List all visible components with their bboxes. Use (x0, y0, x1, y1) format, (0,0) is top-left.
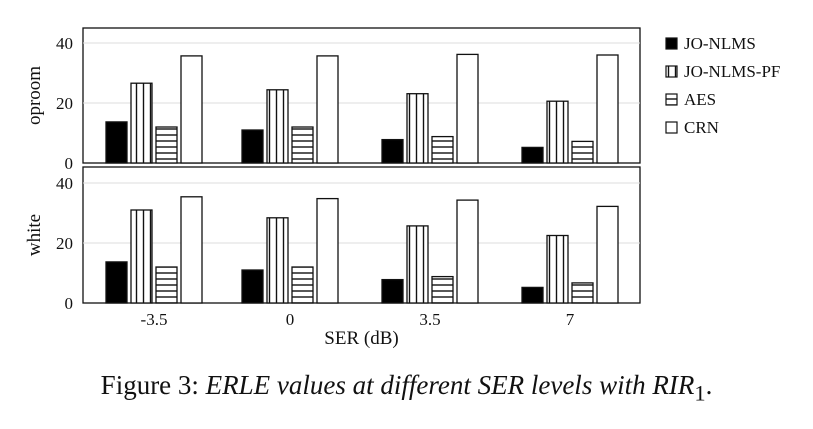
figure-caption: Figure 3: ERLE values at different SER l… (0, 370, 813, 406)
caption-text: ERLE values at different SER levels with… (205, 370, 695, 400)
legend-swatch (665, 37, 678, 50)
legend-swatch (665, 65, 678, 78)
y-tick-label: 20 (56, 94, 73, 113)
y-tick-label: 40 (56, 34, 73, 53)
bar-jo-nlms-pf-3.5 (406, 225, 429, 304)
bar-aes--3.5 (155, 266, 178, 304)
legend-label: JO-NLMS-PF (684, 62, 780, 81)
bar-jo-nlms-pf--3.5 (130, 209, 153, 304)
legend-swatch (665, 121, 678, 134)
bar-aes-3.5 (431, 275, 454, 304)
legend-label: CRN (684, 118, 719, 137)
y-axis-label: oproom (24, 66, 45, 125)
caption-prefix: Figure 3: (100, 370, 206, 400)
bar-jo-nlms-7 (521, 146, 544, 164)
y-tick-label: 40 (56, 174, 73, 193)
bar-jo-nlms-7 (521, 286, 544, 304)
bar-crn--3.5 (180, 196, 203, 304)
y-tick-label: 0 (65, 294, 74, 313)
bar-jo-nlms-pf-0 (266, 217, 289, 304)
bar-crn-7 (596, 205, 619, 304)
erle-bar-chart: 0 20 40 oproom 0 20 40 white -3.5 0 3.5 7 SER (dB) J… (24, 27, 780, 349)
bar-jo-nlms-0 (241, 129, 264, 164)
legend-label: AES (684, 90, 716, 109)
bar-aes-3.5 (431, 135, 454, 164)
x-tick-label: 7 (566, 310, 575, 329)
caption-suffix: . (705, 370, 713, 400)
bar-jo-nlms-pf-7 (546, 234, 569, 304)
bar-jo-nlms-3.5 (381, 278, 404, 304)
bar-crn-0 (316, 55, 339, 164)
bar-jo-nlms-pf-3.5 (406, 93, 429, 164)
bar-aes-7 (571, 140, 594, 164)
bar-crn-7 (596, 54, 619, 164)
y-tick-label: 20 (56, 234, 73, 253)
bar-crn-3.5 (456, 199, 479, 304)
bar-jo-nlms--3.5 (105, 261, 128, 304)
x-axis-label: SER (dB) (324, 328, 398, 349)
y-tick-label: 0 (65, 154, 74, 173)
bar-crn--3.5 (180, 55, 203, 164)
y-axis-label: white (24, 214, 45, 256)
caption-subscript: 1 (694, 380, 706, 406)
panel-oproom: 0 20 40 oproom (24, 27, 641, 173)
bar-aes-0 (291, 126, 314, 164)
bar-jo-nlms-3.5 (381, 138, 404, 164)
bar-jo-nlms-pf-7 (546, 100, 569, 164)
x-tick-label: 3.5 (419, 310, 440, 329)
bar-crn-0 (316, 197, 339, 304)
bar-aes--3.5 (155, 126, 178, 164)
x-tick-label: -3.5 (141, 310, 168, 329)
bar-aes-7 (571, 282, 594, 304)
bar-jo-nlms-0 (241, 269, 264, 304)
panel-white: 0 20 40 white (24, 166, 641, 313)
bar-crn-3.5 (456, 53, 479, 164)
legend-swatch (665, 93, 678, 106)
legend: JO-NLMS JO-NLMS-PF AES CRN (665, 34, 780, 137)
bar-aes-0 (291, 266, 314, 304)
bar-jo-nlms-pf-0 (266, 89, 289, 164)
x-tick-label: 0 (286, 310, 295, 329)
legend-label: JO-NLMS (684, 34, 756, 53)
bar-jo-nlms-pf--3.5 (130, 82, 153, 164)
bar-jo-nlms--3.5 (105, 121, 128, 164)
